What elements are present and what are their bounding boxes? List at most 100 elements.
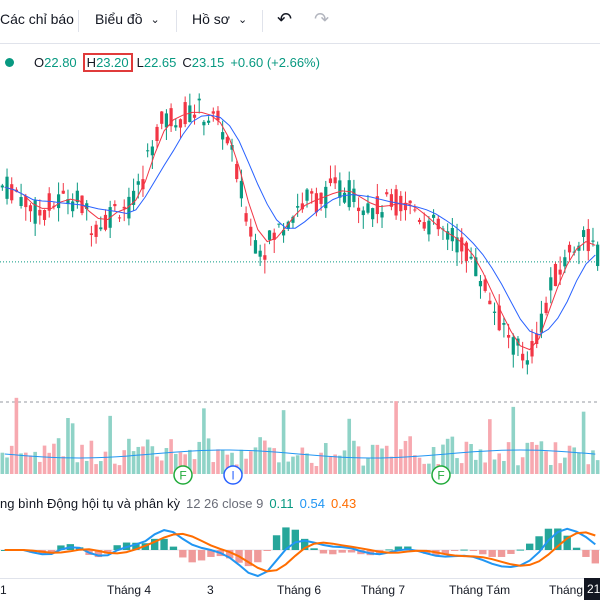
candle-body — [385, 192, 389, 195]
candle-body — [253, 240, 258, 254]
candle-body — [422, 222, 426, 229]
volume-bar — [473, 459, 478, 474]
volume-bar — [539, 441, 544, 474]
macd-histogram-bar — [338, 550, 346, 553]
close-value: 23.15 — [191, 54, 225, 70]
macd-histogram-bar — [160, 538, 168, 550]
candle-body — [216, 110, 220, 121]
volume-bar — [445, 438, 450, 474]
status-dot-icon[interactable] — [5, 57, 14, 67]
macd-histogram-bar — [572, 547, 581, 550]
macd-histogram-bar — [291, 529, 299, 550]
x-tick: 1 — [0, 583, 7, 597]
candle-body — [549, 277, 553, 291]
open-value: 22.80 — [44, 54, 77, 70]
profile-label: Hồ sơ — [192, 11, 230, 27]
volume-bar — [98, 461, 103, 474]
volume-bar — [28, 455, 33, 474]
volume-bar — [42, 445, 47, 474]
volume-bar — [427, 463, 431, 474]
profile-button[interactable]: Hồ sơ ⌄ — [192, 11, 247, 27]
candle-body — [521, 353, 525, 361]
x-tick: Tháng 4 — [107, 583, 152, 597]
candle-body — [511, 337, 515, 355]
candle-body — [577, 245, 581, 251]
candle-body — [192, 114, 197, 118]
candle-body — [206, 120, 211, 123]
redo-icon[interactable]: ↷ — [314, 9, 330, 29]
time-axis[interactable]: 1 Tháng 4 3 Tháng 6 Tháng 7 Tháng Tám Th… — [0, 578, 600, 601]
volume-bar — [131, 451, 136, 474]
macd-histogram-bar — [94, 550, 103, 558]
candle-body — [291, 216, 295, 223]
volume-bar — [52, 443, 56, 474]
candle-body — [225, 137, 229, 144]
candle-body — [99, 227, 103, 230]
indicators-button[interactable]: Các chỉ báo — [0, 11, 74, 27]
chart-type-button[interactable]: Biểu đồ ⌄ — [95, 11, 160, 27]
candle-body — [375, 196, 379, 215]
candle-body — [28, 205, 33, 212]
candle-body — [413, 209, 417, 211]
macd-histogram-bar — [526, 543, 534, 550]
volume-bar — [455, 458, 459, 474]
open-label: O — [34, 54, 45, 70]
macd-histogram-bar — [535, 536, 543, 550]
volume-bar — [61, 456, 66, 474]
candle-body — [544, 302, 548, 313]
volume-bar — [417, 457, 422, 474]
event-marker-icon[interactable] — [223, 465, 243, 485]
macd-histogram-bar — [207, 550, 215, 557]
candle-body — [497, 305, 501, 331]
candle-body — [563, 257, 567, 267]
candle-body — [202, 121, 206, 126]
volume-bar — [488, 419, 492, 474]
macd-histogram-bar — [169, 546, 178, 550]
volume-bar — [572, 447, 577, 474]
macd-histogram-bar — [488, 550, 496, 557]
volume-bar — [272, 448, 277, 474]
candle-body — [169, 108, 173, 127]
volume-bar — [169, 439, 173, 474]
macd-histogram-bar — [469, 550, 478, 551]
event-marker-icon[interactable] — [173, 465, 193, 485]
volume-bar — [19, 453, 23, 474]
volume-bar — [192, 459, 197, 474]
volume-bar — [230, 452, 234, 474]
volume-bar — [291, 456, 295, 474]
candle-body — [131, 190, 136, 205]
candle-body — [361, 210, 365, 216]
candle-body — [19, 197, 23, 206]
candle-body — [38, 209, 42, 216]
candle-body — [71, 201, 75, 212]
candle-body — [446, 231, 450, 240]
event-marker-icon[interactable] — [431, 465, 451, 485]
high-highlight: H 23.20 — [82, 52, 133, 72]
volume-bar — [356, 446, 361, 474]
candle-body — [567, 244, 572, 253]
candle-body — [56, 194, 61, 209]
candle-body — [221, 132, 225, 140]
volume-bar — [389, 456, 394, 474]
macd-indicator-label: ng bình Động hội tụ và phân kỳ — [0, 496, 180, 511]
volume-bar — [408, 436, 412, 474]
undo-icon[interactable]: ↶ — [277, 9, 293, 29]
candle-body — [591, 240, 595, 242]
candle-body — [277, 223, 281, 225]
volume-bar — [117, 465, 122, 474]
volume-bar — [558, 463, 562, 474]
volume-bar — [220, 450, 225, 474]
macd-histogram-bar — [57, 545, 65, 550]
chevron-down-icon: ⌄ — [150, 13, 160, 26]
volume-bar — [155, 456, 159, 474]
macd-histogram-bar — [188, 550, 196, 563]
volume-bar — [516, 465, 520, 474]
macd-pane — [0, 527, 600, 578]
volume-bar — [309, 462, 314, 474]
candle-body — [174, 125, 178, 128]
candle-body — [75, 190, 79, 203]
candle-body — [342, 192, 347, 203]
macd-histogram-bar — [441, 550, 449, 554]
